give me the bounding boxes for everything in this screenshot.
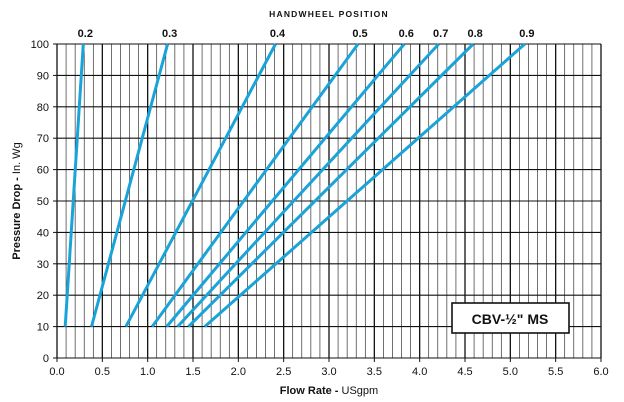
x-tick-label: 0.5 [95, 366, 110, 378]
flow-line-0-4 [124, 43, 277, 328]
flow-lines [63, 42, 526, 328]
position-label-0-2: 0.2 [78, 28, 93, 40]
x-tick-label: 5.5 [548, 366, 563, 378]
y-tick-label: 20 [37, 290, 49, 302]
x-tick-label: 1.0 [140, 366, 155, 378]
flow-line-0-5 [150, 43, 360, 328]
position-labels: 0.2 0.3 0.4 0.5 0.6 0.7 0.8 0.9 [78, 28, 535, 40]
x-tick-label: 4.0 [412, 366, 427, 378]
y-axis-title-unit: In. Wg [11, 142, 23, 177]
x-tick-label: 3.0 [321, 366, 336, 378]
position-label-0-3: 0.3 [162, 28, 177, 40]
flow-line-0-6 [165, 43, 406, 328]
model-label-box: CBV-½" MS [451, 302, 570, 334]
x-tick-label: 3.5 [367, 366, 382, 378]
x-axis-title-unit: USgpm [338, 385, 378, 397]
y-tick-label: 90 [37, 70, 49, 82]
position-label-0-5: 0.5 [352, 28, 367, 40]
flow-line-0-9 [203, 42, 526, 328]
x-tick-label: 5.0 [503, 366, 518, 378]
y-tick-label: 100 [31, 39, 49, 51]
chart-title: HANDWHEEL POSITION [269, 9, 389, 19]
position-label-0-4: 0.4 [270, 28, 286, 40]
x-tick-label: 2.0 [231, 366, 246, 378]
flow-line-0-3 [90, 43, 170, 327]
x-tick-label: 1.5 [185, 366, 200, 378]
position-label-0-7: 0.7 [433, 28, 448, 40]
y-tick-label: 30 [37, 259, 49, 271]
position-label-0-6: 0.6 [399, 28, 414, 40]
y-axis-title-bold: Pressure Drop - [11, 177, 23, 260]
y-tick-label: 0 [43, 353, 49, 365]
position-label-0-8: 0.8 [468, 28, 483, 40]
x-tick-label: 6.0 [593, 366, 608, 378]
axes: 0.0 0.5 1.0 1.5 2.0 2.5 3.0 3.5 4.0 4.5 5.0 5.5 6.0 0… [31, 39, 609, 378]
x-tick-label: 0.0 [49, 366, 64, 378]
x-axis-title: Flow Rate - USgpm [280, 385, 378, 397]
position-label-0-9: 0.9 [519, 28, 534, 40]
y-axis-title: Pressure Drop - In. Wg [11, 142, 23, 259]
model-label: CBV-½" MS [472, 311, 549, 327]
x-axis-title-bold: Flow Rate - [280, 385, 339, 397]
y-tick-label: 10 [37, 322, 49, 334]
x-tick-label: 4.5 [457, 366, 472, 378]
y-tick-label: 50 [37, 196, 49, 208]
y-tick-label: 60 [37, 165, 49, 177]
flow-line-0-8 [187, 42, 475, 328]
grid [56, 43, 602, 359]
flow-line-0-7 [176, 42, 440, 328]
y-tick-label: 70 [37, 133, 49, 145]
x-tick-label: 2.5 [276, 366, 291, 378]
flow-line-0-2 [63, 43, 85, 327]
y-tick-label: 80 [37, 102, 49, 114]
y-tick-label: 40 [37, 227, 49, 239]
